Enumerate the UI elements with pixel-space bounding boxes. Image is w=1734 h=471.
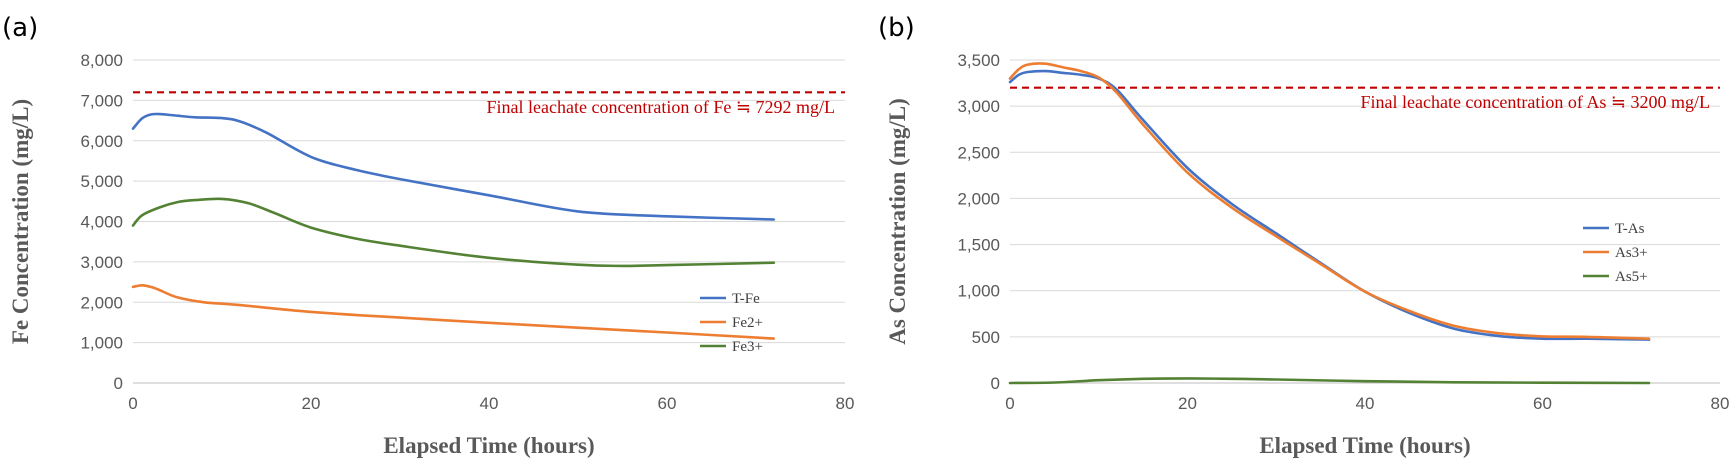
y-tick-label: 8,000 — [80, 51, 123, 70]
y-axis-title-fe: Fe Concentration (mg/L) — [8, 99, 33, 344]
chart-as: (b) 0 500 1,000 1,500 2,000 2,500 3,000 3,500 0… — [878, 13, 1729, 458]
x-tick-label: 0 — [128, 394, 137, 413]
x-axis-title-fe: Elapsed Time (hours) — [383, 433, 594, 458]
y-tick-label: 2,000 — [80, 293, 123, 312]
x-tick-label: 80 — [836, 394, 855, 413]
y-tick-label: 7,000 — [80, 91, 123, 110]
legend-label: T-Fe — [732, 291, 760, 307]
y-tick-label: 6,000 — [80, 132, 123, 151]
y-tick-label: 500 — [972, 328, 1000, 347]
legend-label: Fe3+ — [732, 339, 763, 355]
y-tick-label: 0 — [114, 374, 123, 393]
y-tick-label: 5,000 — [80, 172, 123, 191]
y-tick-label: 2,000 — [957, 189, 1000, 208]
series-line-t-fe — [131, 112, 776, 221]
series-line-as5- — [1008, 377, 1651, 385]
y-tick-label: 4,000 — [80, 213, 123, 232]
x-tick-label: 40 — [1356, 394, 1375, 413]
series-line-t-as — [1008, 69, 1651, 341]
chart-fe: (a) 0 1,000 2,000 3,000 4,000 5,000 6,000 7,000… — [2, 13, 854, 458]
fe-reference-annotation: Final leachate concentration of Fe ≒ 729… — [487, 97, 836, 117]
x-tick-label: 60 — [658, 394, 677, 413]
x-tick-label: 60 — [1533, 394, 1552, 413]
legend-label: Fe2+ — [732, 315, 763, 331]
series-line-as3- — [1008, 62, 1651, 340]
y-tick-label: 3,500 — [957, 51, 1000, 70]
x-tick-label: 20 — [1178, 394, 1197, 413]
y-tick-label: 1,000 — [957, 282, 1000, 301]
y-tick-label: 0 — [991, 374, 1000, 393]
legend-label: As3+ — [1615, 245, 1648, 261]
legend-label: T-As — [1615, 221, 1645, 237]
y-axis-title-as: As Concentration (mg/L) — [885, 98, 910, 345]
y-tick-label: 1,000 — [80, 334, 123, 353]
as-reference-annotation: Final leachate concentration of As ≒ 320… — [1360, 92, 1710, 112]
series-line-fe3- — [131, 197, 776, 268]
legend-label: As5+ — [1615, 269, 1648, 285]
x-tick-label: 80 — [1711, 394, 1730, 413]
series-line-fe2- — [131, 284, 776, 340]
y-tick-label: 1,500 — [957, 236, 1000, 255]
panel-label-b: (b) — [878, 13, 915, 43]
x-tick-label: 0 — [1005, 394, 1014, 413]
y-tick-label: 3,000 — [957, 97, 1000, 116]
y-tick-label: 2,500 — [957, 143, 1000, 162]
x-tick-label: 40 — [480, 394, 499, 413]
x-axis-title-as: Elapsed Time (hours) — [1259, 433, 1470, 458]
x-tick-label: 20 — [302, 394, 321, 413]
panel-label-a: (a) — [2, 13, 38, 43]
y-tick-label: 3,000 — [80, 253, 123, 272]
